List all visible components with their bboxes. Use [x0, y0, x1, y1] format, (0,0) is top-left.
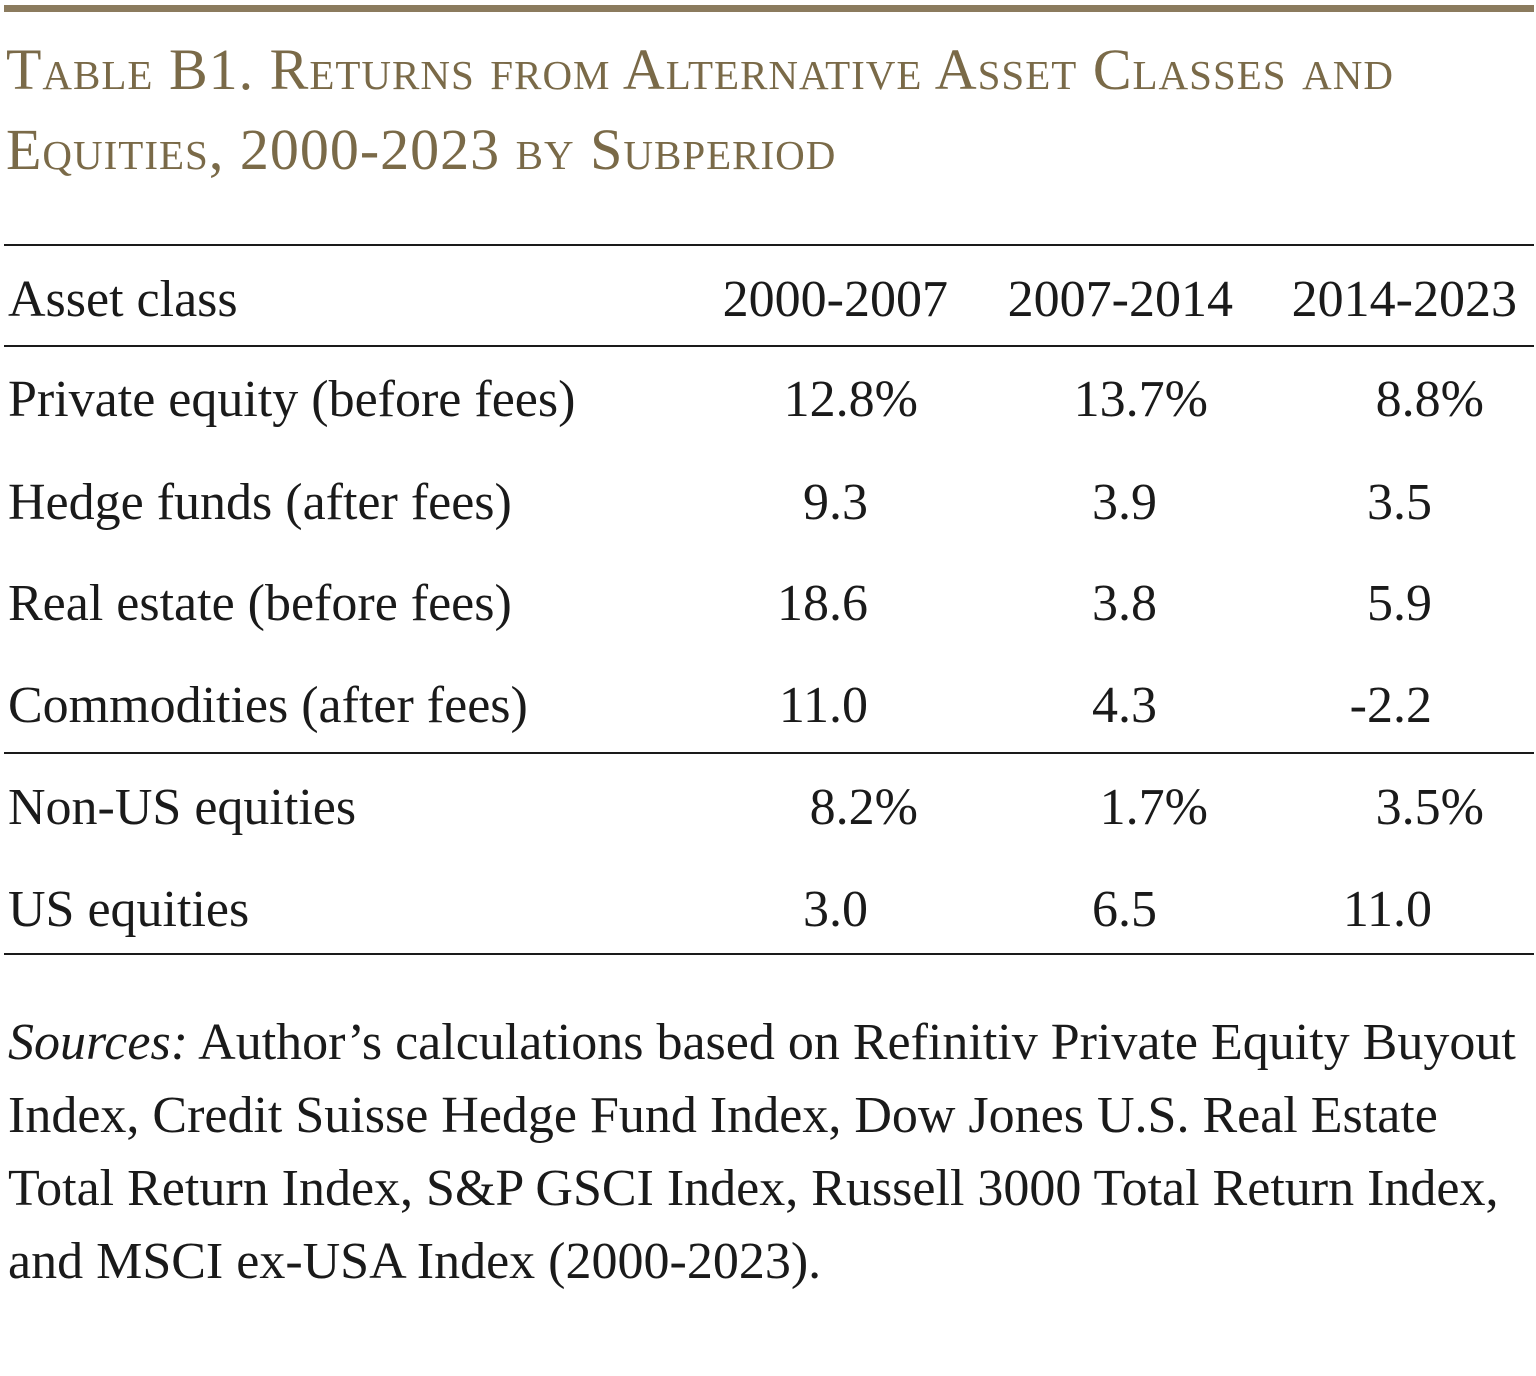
table-title: Table B1. Returns from Alternative Asset… — [6, 37, 1394, 182]
top-bar — [4, 5, 1534, 12]
column-header: 2014-2023 — [1291, 271, 1517, 328]
row-label: Private equity (before fees) — [8, 371, 576, 428]
cell-value: 5.9 — [1367, 575, 1432, 632]
cell-value: 13.7% — [1073, 371, 1208, 428]
cell-value: 11.0 — [1342, 881, 1432, 938]
rule — [4, 244, 1534, 246]
column-header: 2000-2007 — [722, 271, 948, 328]
source-note: Sources: Author’s calculations based on … — [8, 1006, 1536, 1298]
cell-value: -2.2 — [1349, 677, 1432, 734]
row-label: US equities — [8, 881, 250, 938]
cell-value: 9.3 — [803, 474, 868, 531]
cell-value: 1.7% — [1099, 779, 1208, 836]
rule — [4, 752, 1534, 754]
table-row: Real estate (before fees) 18.6 3.8 5.9 — [0, 564, 1536, 644]
cell-value: 4.3 — [1092, 677, 1157, 734]
table-row: Non-US equities 8.2% 1.7% 3.5% — [0, 768, 1536, 848]
cell-value: 3.5% — [1375, 779, 1484, 836]
row-label: Commodities (after fees) — [8, 677, 528, 734]
cell-value: 12.8% — [783, 371, 918, 428]
table-row: US equities 3.0 6.5 11.0 — [0, 870, 1536, 950]
rule — [4, 345, 1534, 347]
note-label: Sources: — [8, 1014, 189, 1071]
cell-value: 18.6 — [777, 575, 868, 632]
table-row: Hedge funds (after fees) 9.3 3.9 3.5 — [0, 463, 1536, 543]
note-text: Author’s calculations based on Refinitiv… — [8, 1014, 1516, 1290]
table-row: Private equity (before fees) 12.8% 13.7% 8.… — [0, 360, 1536, 440]
column-header: Asset class — [8, 271, 238, 328]
table-row: Commodities (after fees) 11.0 4.3 -2.2 — [0, 666, 1536, 746]
row-label: Real estate (before fees) — [8, 575, 512, 632]
cell-value: 3.9 — [1092, 474, 1157, 531]
header-row: Asset class 2000-2007 2007-2014 2014-202… — [0, 260, 1536, 340]
cell-value: 8.8% — [1375, 371, 1484, 428]
cell-value: 6.5 — [1092, 881, 1157, 938]
rule — [4, 953, 1534, 955]
cell-value: 8.2% — [809, 779, 918, 836]
row-label: Non-US equities — [8, 779, 357, 836]
cell-value: 11.0 — [778, 677, 868, 734]
cell-value: 3.5 — [1367, 474, 1432, 531]
column-header: 2007-2014 — [1007, 271, 1233, 328]
cell-value: 3.8 — [1092, 575, 1157, 632]
row-label: Hedge funds (after fees) — [8, 474, 512, 531]
cell-value: 3.0 — [803, 881, 868, 938]
